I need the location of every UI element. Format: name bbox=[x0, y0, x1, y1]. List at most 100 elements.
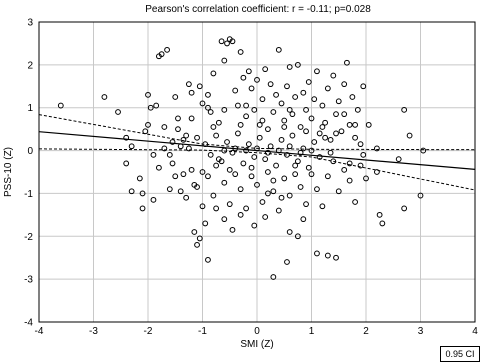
data-point-168 bbox=[267, 143, 274, 150]
data-point-194 bbox=[308, 147, 315, 154]
regression-line bbox=[38, 131, 476, 170]
data-point-197 bbox=[248, 173, 255, 180]
data-point-219 bbox=[188, 115, 195, 122]
data-point-109 bbox=[259, 199, 266, 205]
data-point-55 bbox=[273, 91, 279, 98]
data-point-203 bbox=[210, 124, 217, 130]
data-point-69 bbox=[311, 96, 318, 103]
data-point-117 bbox=[303, 201, 309, 208]
x-tick-label-6: 2 bbox=[363, 326, 369, 337]
data-point-19 bbox=[175, 115, 181, 122]
data-point-139 bbox=[194, 241, 200, 248]
y-tick-label-2: -2 bbox=[24, 232, 33, 243]
data-point-29 bbox=[202, 220, 209, 227]
data-point-144 bbox=[262, 214, 269, 220]
data-point-118 bbox=[308, 171, 315, 178]
data-point-146 bbox=[284, 259, 290, 265]
data-point-73 bbox=[322, 119, 329, 126]
data-point-45 bbox=[245, 68, 252, 75]
data-point-37 bbox=[224, 40, 230, 47]
x-tick-label-4: 0 bbox=[254, 326, 260, 337]
data-point-165 bbox=[251, 154, 258, 160]
data-point-167 bbox=[262, 156, 269, 163]
data-point-3 bbox=[123, 134, 130, 141]
x-tick-label-1: -3 bbox=[89, 326, 98, 337]
data-point-134 bbox=[123, 160, 130, 167]
data-point-46 bbox=[248, 85, 255, 92]
data-point-193 bbox=[297, 149, 304, 156]
data-point-81 bbox=[344, 59, 350, 66]
data-point-212 bbox=[352, 121, 359, 128]
data-point-75 bbox=[327, 136, 334, 143]
data-point-95 bbox=[183, 194, 190, 201]
data-point-36 bbox=[221, 57, 228, 64]
data-point-120 bbox=[319, 203, 326, 210]
data-point-4 bbox=[128, 188, 135, 195]
data-point-6 bbox=[139, 190, 146, 197]
data-point-184 bbox=[161, 145, 168, 152]
data-point-42 bbox=[237, 49, 244, 55]
data-point-23 bbox=[185, 81, 192, 88]
data-point-173 bbox=[294, 158, 301, 165]
data-point-107 bbox=[248, 164, 255, 171]
data-point-195 bbox=[226, 166, 233, 173]
x-tick-label-7: 3 bbox=[418, 326, 424, 337]
data-point-56 bbox=[275, 46, 282, 53]
data-point-121 bbox=[324, 173, 331, 180]
data-point-169 bbox=[273, 162, 279, 169]
data-point-112 bbox=[275, 207, 282, 214]
data-point-61 bbox=[289, 111, 296, 118]
data-point-2 bbox=[115, 109, 121, 115]
data-point-181 bbox=[185, 145, 192, 152]
data-point-216 bbox=[145, 121, 151, 128]
data-point-105 bbox=[237, 186, 244, 193]
data-point-93 bbox=[172, 173, 179, 180]
data-point-27 bbox=[196, 83, 203, 90]
data-point-162 bbox=[235, 130, 241, 137]
data-point-123 bbox=[335, 188, 342, 195]
data-point-89 bbox=[374, 145, 380, 152]
data-point-172 bbox=[289, 132, 296, 139]
data-point-18 bbox=[172, 94, 179, 100]
data-point-218 bbox=[175, 126, 181, 133]
ci-badge: 0.95 CI bbox=[440, 346, 480, 362]
y-axis-label: PSS-10 (Z) bbox=[3, 147, 14, 197]
y-tick-label-3: -1 bbox=[24, 189, 33, 200]
data-point-65 bbox=[300, 89, 307, 96]
data-point-141 bbox=[221, 216, 228, 223]
data-point-215 bbox=[156, 164, 162, 171]
data-point-10 bbox=[150, 151, 157, 158]
data-point-17 bbox=[169, 160, 176, 167]
data-point-44 bbox=[243, 113, 250, 120]
data-point-40 bbox=[232, 87, 239, 94]
data-point-158 bbox=[213, 132, 220, 139]
data-point-166 bbox=[256, 134, 263, 141]
data-point-94 bbox=[177, 188, 184, 195]
data-point-60 bbox=[286, 64, 293, 70]
data-point-9 bbox=[147, 104, 154, 111]
data-point-214 bbox=[395, 156, 402, 163]
data-point-88 bbox=[365, 121, 372, 128]
data-point-41 bbox=[235, 102, 241, 109]
data-point-47 bbox=[251, 106, 258, 113]
data-point-157 bbox=[207, 151, 214, 158]
data-point-92 bbox=[420, 147, 427, 154]
data-point-208 bbox=[286, 106, 293, 113]
data-point-210 bbox=[341, 111, 348, 118]
data-point-114 bbox=[286, 192, 293, 199]
x-tick-label-8: 4 bbox=[472, 326, 478, 337]
data-point-211 bbox=[346, 160, 353, 167]
data-point-177 bbox=[316, 154, 323, 160]
data-point-127 bbox=[357, 162, 364, 169]
data-point-33 bbox=[213, 162, 220, 169]
data-point-1 bbox=[101, 94, 108, 100]
data-point-164 bbox=[245, 141, 252, 148]
y-tick-label-5: 1 bbox=[27, 103, 33, 114]
data-point-200 bbox=[281, 124, 288, 130]
data-point-52 bbox=[265, 126, 271, 133]
data-point-98 bbox=[199, 203, 206, 210]
data-point-220 bbox=[205, 104, 211, 111]
x-tick-label-2: -2 bbox=[144, 326, 153, 337]
data-point-170 bbox=[278, 136, 285, 143]
